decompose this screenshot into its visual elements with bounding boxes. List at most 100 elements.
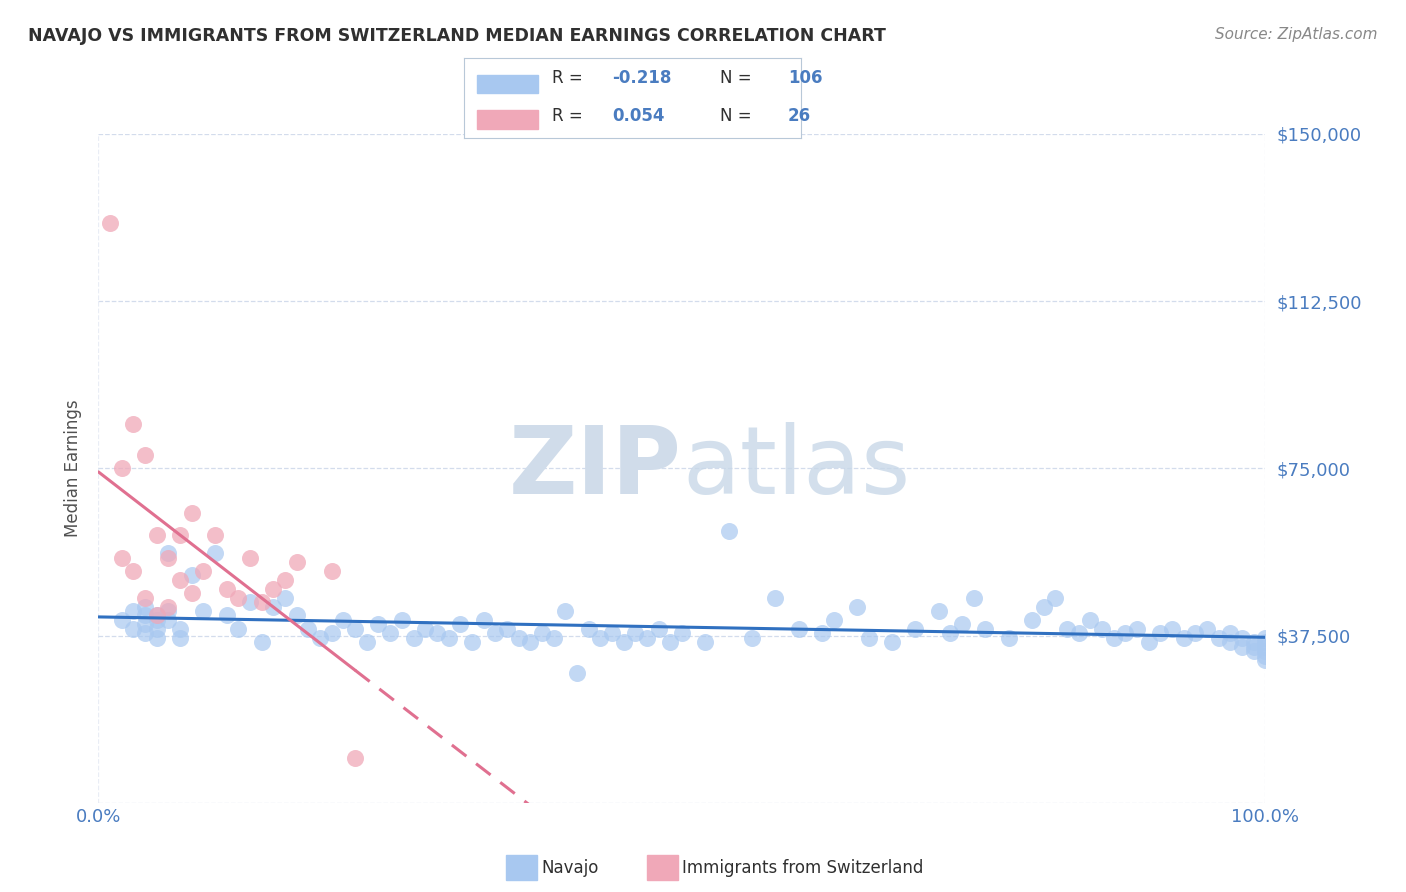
Point bbox=[461, 635, 484, 649]
Point bbox=[1149, 626, 1171, 640]
Point bbox=[146, 608, 169, 623]
Point bbox=[1126, 622, 1149, 636]
Point bbox=[193, 604, 215, 618]
Point bbox=[1243, 640, 1265, 654]
Point bbox=[146, 608, 169, 623]
Point bbox=[134, 617, 156, 632]
Point bbox=[413, 622, 436, 636]
Point bbox=[1056, 622, 1078, 636]
Point bbox=[1254, 653, 1277, 667]
Point bbox=[344, 622, 367, 636]
Point bbox=[928, 604, 950, 618]
Point bbox=[484, 626, 506, 640]
Point bbox=[578, 622, 600, 636]
Point bbox=[1254, 631, 1277, 645]
Point bbox=[880, 635, 903, 649]
Point bbox=[1230, 631, 1253, 645]
Point bbox=[939, 626, 962, 640]
Point bbox=[297, 622, 319, 636]
Point bbox=[321, 626, 343, 640]
Point bbox=[763, 591, 786, 605]
Point bbox=[157, 613, 180, 627]
Point bbox=[215, 608, 238, 623]
Point bbox=[228, 591, 250, 605]
Point bbox=[1102, 631, 1125, 645]
Point bbox=[1161, 622, 1184, 636]
Point bbox=[111, 550, 134, 565]
Point bbox=[180, 586, 202, 600]
Point bbox=[1219, 635, 1241, 649]
Point bbox=[250, 595, 273, 609]
Point bbox=[624, 626, 647, 640]
Point bbox=[1254, 644, 1277, 658]
Point bbox=[321, 564, 343, 578]
Point bbox=[1114, 626, 1136, 640]
Text: ZIP: ZIP bbox=[509, 422, 682, 515]
Point bbox=[904, 622, 927, 636]
Point bbox=[356, 635, 378, 649]
Point bbox=[589, 631, 612, 645]
Point bbox=[239, 595, 262, 609]
Point bbox=[1243, 644, 1265, 658]
Point bbox=[1230, 640, 1253, 654]
Point bbox=[612, 635, 634, 649]
Point bbox=[274, 573, 297, 587]
Point bbox=[134, 608, 156, 623]
Point bbox=[157, 546, 180, 560]
Point bbox=[823, 613, 845, 627]
Text: 26: 26 bbox=[787, 107, 811, 125]
Point bbox=[1219, 626, 1241, 640]
Point bbox=[636, 631, 658, 645]
Point bbox=[1080, 613, 1102, 627]
Point bbox=[146, 613, 169, 627]
Text: R =: R = bbox=[551, 107, 588, 125]
Point bbox=[146, 631, 169, 645]
Point bbox=[1067, 626, 1090, 640]
Point bbox=[1021, 613, 1043, 627]
Point bbox=[1091, 622, 1114, 636]
Point bbox=[845, 599, 868, 614]
Point bbox=[449, 617, 471, 632]
Text: Immigrants from Switzerland: Immigrants from Switzerland bbox=[682, 859, 924, 877]
Point bbox=[974, 622, 997, 636]
Point bbox=[215, 582, 238, 596]
Point bbox=[157, 599, 180, 614]
Point bbox=[437, 631, 460, 645]
Point bbox=[250, 635, 273, 649]
Point bbox=[530, 626, 553, 640]
Point bbox=[1184, 626, 1206, 640]
Point bbox=[495, 622, 517, 636]
Point bbox=[111, 613, 134, 627]
Point bbox=[508, 631, 530, 645]
Point bbox=[98, 216, 121, 230]
Text: NAVAJO VS IMMIGRANTS FROM SWITZERLAND MEDIAN EARNINGS CORRELATION CHART: NAVAJO VS IMMIGRANTS FROM SWITZERLAND ME… bbox=[28, 27, 886, 45]
Point bbox=[787, 622, 810, 636]
Point bbox=[402, 631, 425, 645]
Point bbox=[134, 591, 156, 605]
Point bbox=[157, 604, 180, 618]
Point bbox=[122, 622, 145, 636]
Point bbox=[1208, 631, 1230, 645]
Point bbox=[367, 617, 389, 632]
Point bbox=[146, 622, 169, 636]
Point bbox=[285, 608, 308, 623]
Point bbox=[997, 631, 1019, 645]
Point bbox=[659, 635, 682, 649]
Point bbox=[962, 591, 984, 605]
Y-axis label: Median Earnings: Median Earnings bbox=[65, 400, 83, 537]
Point bbox=[146, 528, 169, 542]
Point bbox=[285, 555, 308, 569]
Bar bbox=[478, 110, 538, 128]
Text: atlas: atlas bbox=[682, 422, 910, 515]
Point bbox=[111, 461, 134, 475]
Text: N =: N = bbox=[720, 107, 758, 125]
Point bbox=[1254, 648, 1277, 663]
Point bbox=[122, 604, 145, 618]
Point bbox=[180, 568, 202, 582]
Point bbox=[1254, 640, 1277, 654]
Bar bbox=[478, 75, 538, 94]
Point bbox=[274, 591, 297, 605]
Text: Navajo: Navajo bbox=[541, 859, 599, 877]
Point bbox=[134, 626, 156, 640]
Point bbox=[1137, 635, 1160, 649]
